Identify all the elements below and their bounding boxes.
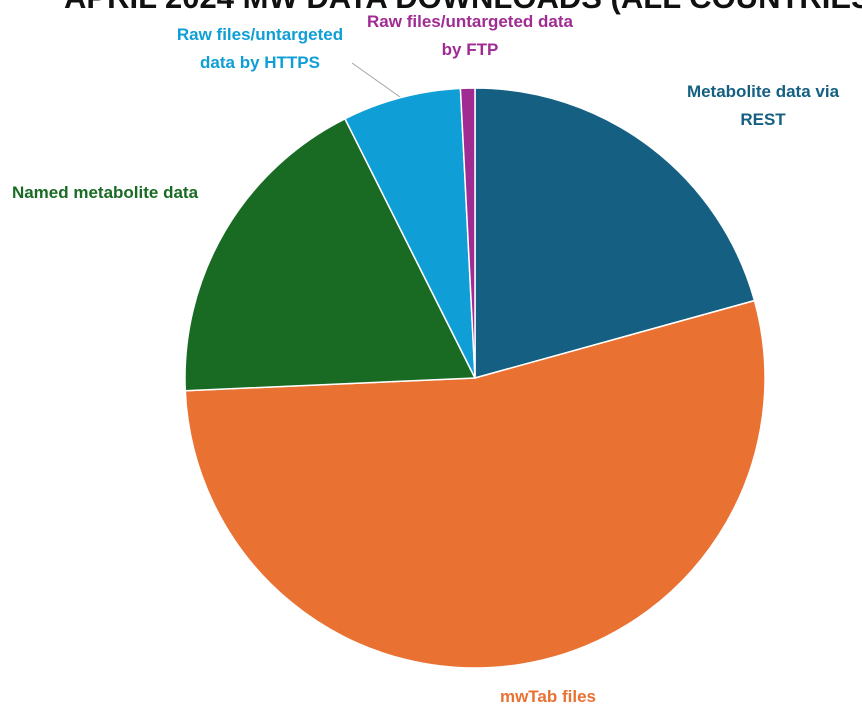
- pie-slice: [184, 299, 766, 669]
- chart-title: APRIL 2024 MW DATA DOWNLOADS (ALL COUNTR…: [64, 0, 862, 16]
- slice-label: Raw files/untargeted data by FTP: [367, 12, 573, 59]
- slice-label: Raw files/untargeted data by HTTPS: [176, 25, 344, 72]
- pie-slice: [474, 87, 756, 379]
- pie-slice: [343, 87, 476, 379]
- leader-line: [351, 62, 401, 98]
- slice-label: mwTab files: [499, 687, 597, 706]
- pie-slice: [184, 117, 477, 392]
- pie-slice: [459, 87, 476, 379]
- slice-label: Metabolite data via REST: [686, 82, 840, 129]
- slice-label: Named metabolite data: [11, 183, 199, 202]
